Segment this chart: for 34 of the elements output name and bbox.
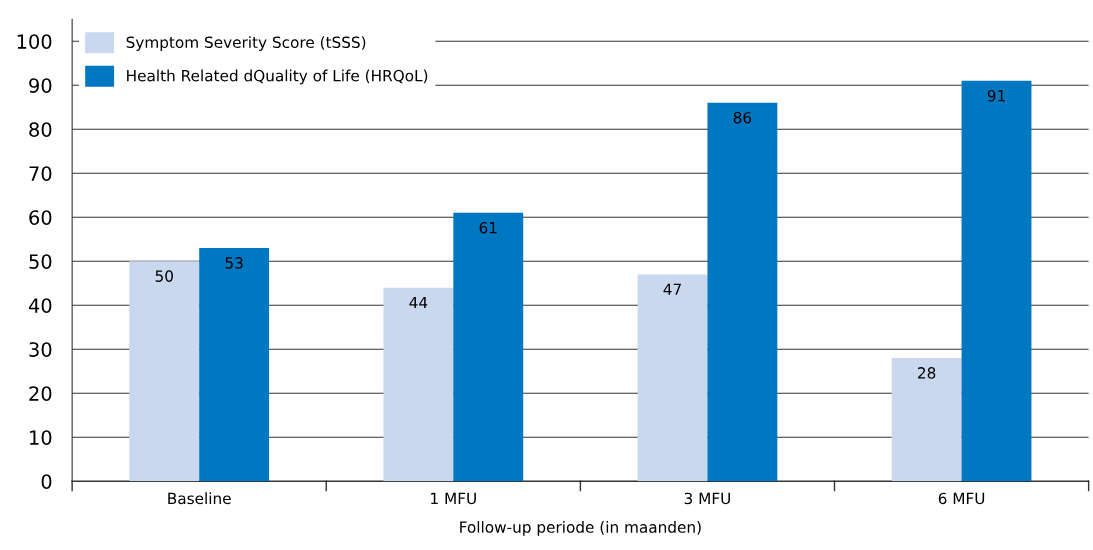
y-tick-label: 10 <box>30 430 52 445</box>
bar <box>707 102 778 482</box>
bar <box>383 287 454 482</box>
data-label: 53 <box>225 257 243 269</box>
bar <box>453 212 524 482</box>
y-tick-label: 20 <box>29 386 52 401</box>
y-tick-label: 100 <box>17 34 52 49</box>
data-label: 47 <box>663 283 681 295</box>
legend-label: Symptom Severity Score (tSSS) <box>126 36 366 51</box>
y-tick-label: 50 <box>29 254 52 269</box>
bar <box>891 358 962 482</box>
x-tick-label: 6 MFU <box>938 492 985 505</box>
data-label: 86 <box>733 111 752 124</box>
bar <box>199 248 270 482</box>
bar <box>129 261 200 482</box>
y-tick-label: 70 <box>29 166 52 181</box>
data-label: 44 <box>409 296 428 309</box>
data-label: 28 <box>918 367 936 379</box>
y-tick-label: 30 <box>29 342 52 357</box>
data-label: 91 <box>987 89 1005 102</box>
data-label: 50 <box>155 270 173 282</box>
x-tick-label: 3 MFU <box>684 492 730 505</box>
y-tick-label: 60 <box>29 210 52 225</box>
x-tick-label: 1 MFU <box>431 492 476 505</box>
y-tick-label: 80 <box>29 122 52 137</box>
bar <box>961 80 1032 482</box>
data-label: 61 <box>479 221 497 234</box>
y-tick-label: 40 <box>28 298 52 313</box>
x-tick-label: Baseline <box>168 492 231 505</box>
y-tick-label: 0 <box>41 474 52 489</box>
x-axis-title: Follow-up periode (in maanden) <box>460 521 701 536</box>
bar <box>637 274 708 482</box>
y-tick-label: 90 <box>29 78 52 93</box>
legend-label: Health Related dQuality of Life (HRQoL) <box>127 69 428 85</box>
